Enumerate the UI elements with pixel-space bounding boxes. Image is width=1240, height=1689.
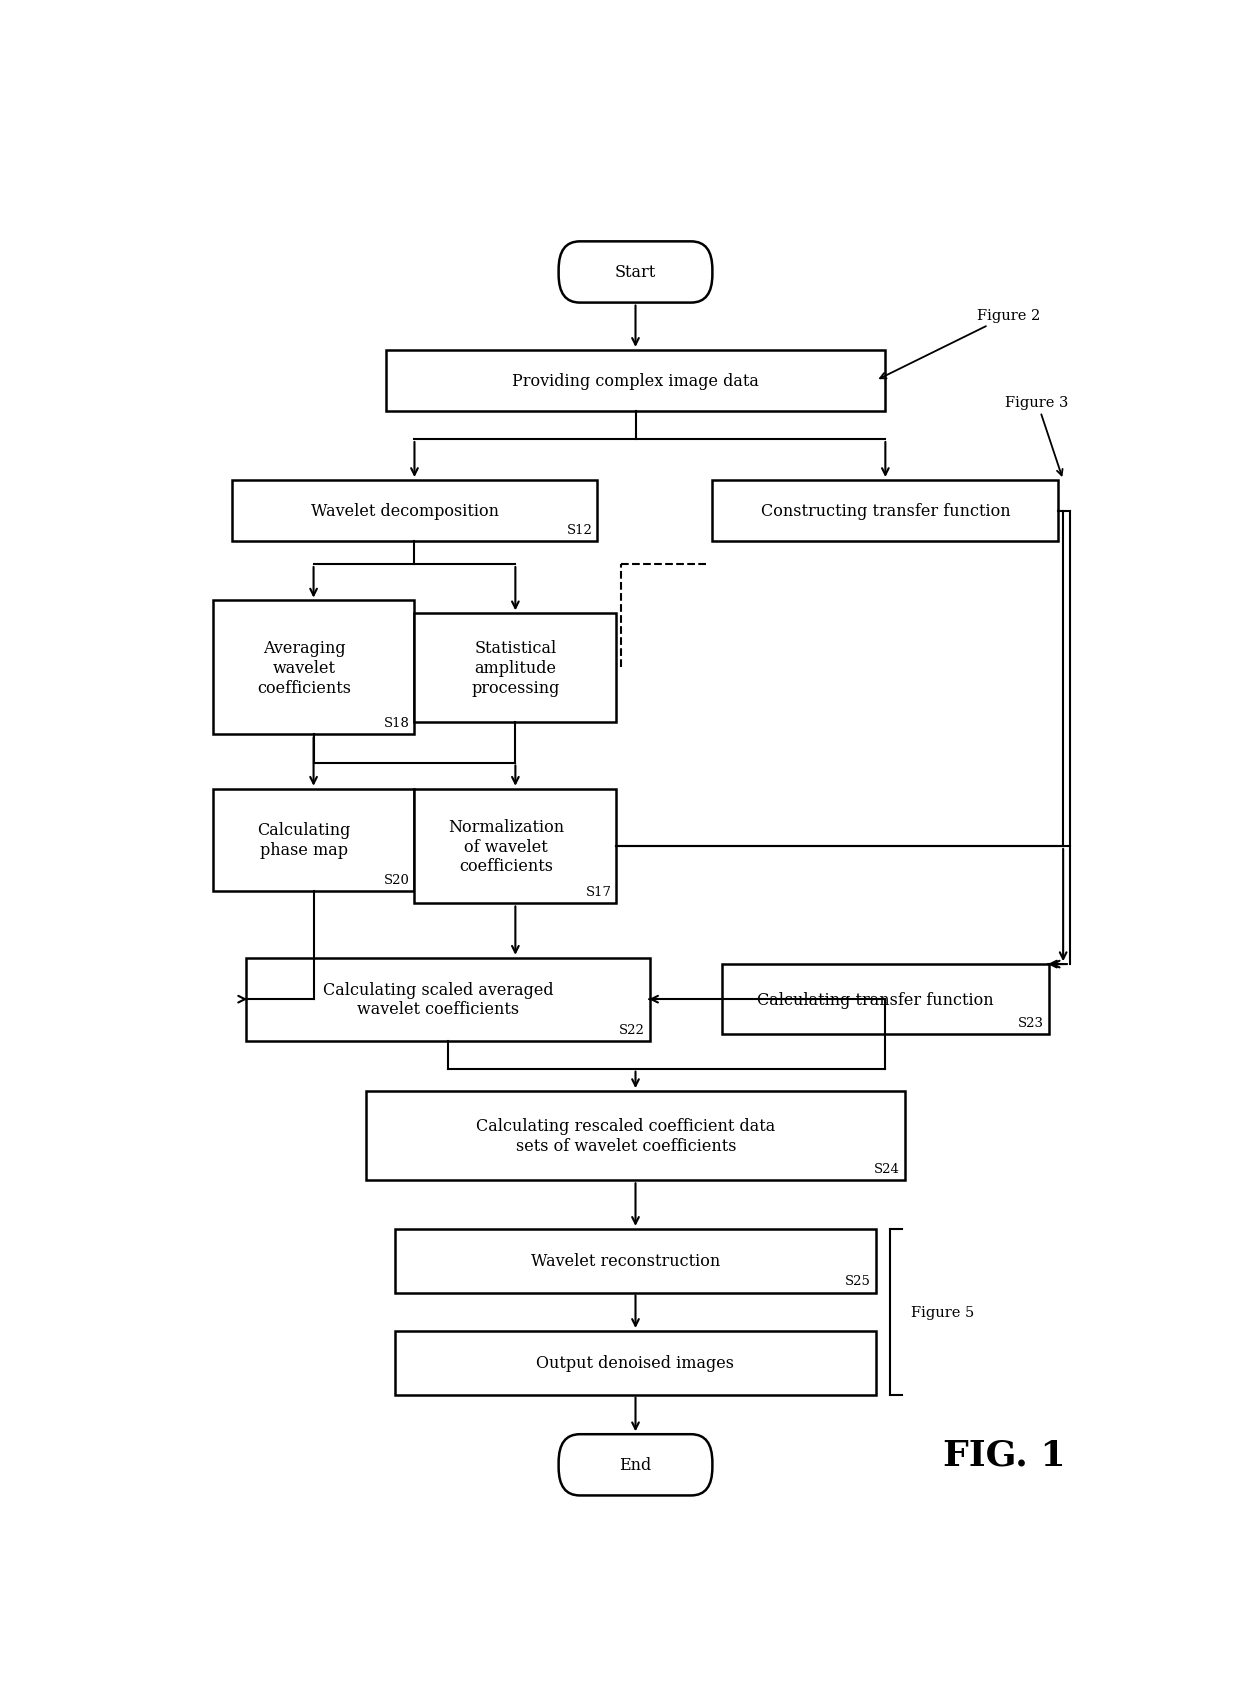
Text: S20: S20 [384,873,409,887]
Text: Wavelet decomposition: Wavelet decomposition [311,503,498,520]
Text: Calculating rescaled coefficient data
sets of wavelet coefficients: Calculating rescaled coefficient data se… [476,1118,775,1154]
Text: S22: S22 [619,1024,645,1035]
Text: S23: S23 [1018,1017,1044,1030]
Text: S25: S25 [846,1275,870,1287]
FancyBboxPatch shape [558,1434,712,1495]
Text: Figure 3: Figure 3 [1006,395,1069,476]
Bar [367,1091,905,1181]
Bar [247,958,650,1040]
Text: Calculating
phase map: Calculating phase map [257,823,351,858]
Text: Calculating scaled averaged
wavelet coefficients: Calculating scaled averaged wavelet coef… [324,981,554,1018]
Text: Statistical
amplitude
processing: Statistical amplitude processing [471,640,559,696]
Bar [396,1230,875,1292]
Bar [414,789,616,904]
Bar [232,481,596,542]
Text: Normalization
of wavelet
coefficients: Normalization of wavelet coefficients [448,819,564,875]
Text: End: End [619,1456,652,1473]
Text: Calculating transfer function: Calculating transfer function [758,991,994,1008]
Text: Output denoised images: Output denoised images [537,1355,734,1371]
Text: S12: S12 [567,524,593,537]
FancyBboxPatch shape [558,242,712,304]
Bar [213,601,414,735]
Text: FIG. 1: FIG. 1 [942,1437,1065,1471]
Bar [722,964,1049,1035]
Text: Constructing transfer function: Constructing transfer function [760,503,1011,520]
Bar [396,1331,875,1395]
Text: S17: S17 [585,885,611,899]
Text: Averaging
wavelet
coefficients: Averaging wavelet coefficients [257,640,351,696]
Bar [713,481,1059,542]
Bar [213,789,414,892]
Bar [386,351,885,412]
Text: Providing complex image data: Providing complex image data [512,373,759,390]
Text: Start: Start [615,263,656,282]
Text: Figure 5: Figure 5 [911,1306,975,1319]
Bar [414,613,616,723]
Text: S24: S24 [874,1162,900,1176]
Text: S18: S18 [384,716,409,730]
Text: Figure 2: Figure 2 [880,309,1040,378]
Text: Wavelet reconstruction: Wavelet reconstruction [531,1253,720,1270]
